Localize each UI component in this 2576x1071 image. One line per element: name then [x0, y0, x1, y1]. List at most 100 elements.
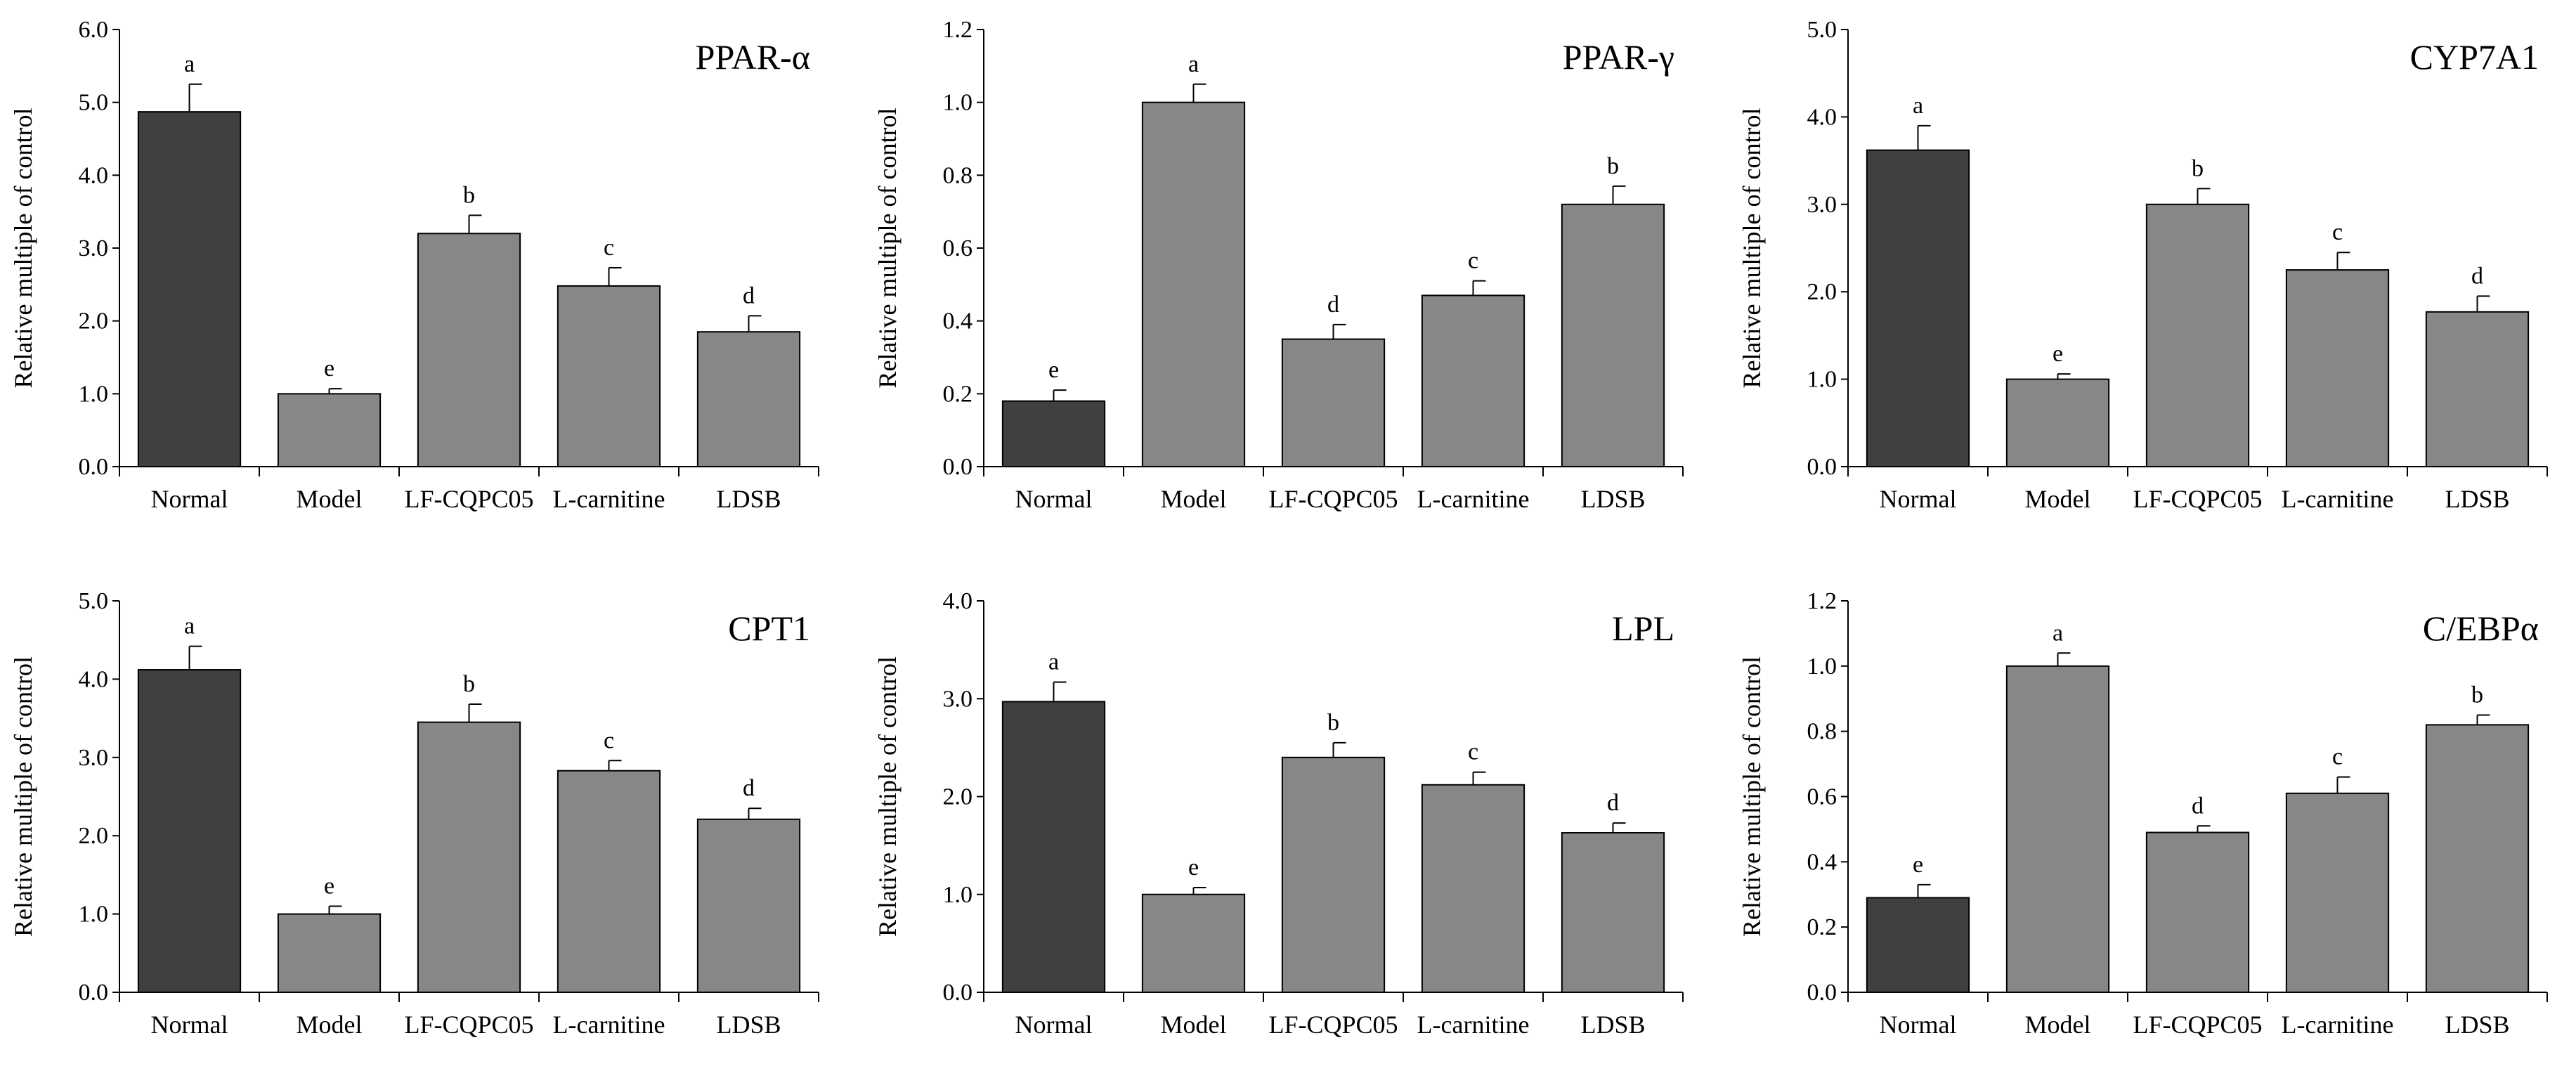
y-tick-label: 1.2	[1807, 588, 1837, 614]
bar-l-carnitine	[2285, 269, 2390, 467]
x-category-label: Normal	[151, 1011, 228, 1039]
bar-lf-cqpc05	[1281, 338, 1386, 468]
bar-ldsb	[2425, 724, 2530, 993]
y-tick-label: 1.0	[79, 381, 109, 407]
bar-normal	[1001, 701, 1106, 993]
chart-panel-6: 0.0 0.2 0.4 0.6 0.8 1.0 1.2 e Normal a Model d LF-CQ…	[1738, 588, 2548, 1039]
x-category-label: LF-CQPC05	[1268, 485, 1398, 513]
y-tick-label: 1.0	[79, 902, 109, 928]
x-category-label: Model	[297, 485, 363, 513]
significance-letter: a	[1048, 649, 1059, 675]
significance-letter: a	[2053, 620, 2063, 646]
x-category-label: LDSB	[2445, 1011, 2509, 1039]
y-axis-label: Relative multiple of control	[873, 656, 902, 937]
bar-l-carnitine	[2285, 792, 2390, 993]
bar-lf-cqpc05	[2145, 203, 2250, 467]
y-tick-label: 4.0	[943, 588, 973, 614]
significance-letter: b	[463, 671, 475, 697]
bar-normal	[137, 111, 242, 467]
y-tick-label: 1.0	[943, 882, 973, 908]
y-tick-label: 0.0	[79, 980, 109, 1006]
x-category-label: LDSB	[1580, 485, 1645, 513]
significance-letter: c	[2332, 744, 2343, 770]
bar-l-carnitine	[557, 285, 661, 467]
y-tick-label: 3.0	[79, 235, 109, 261]
y-tick-label: 2.0	[79, 309, 109, 335]
x-category-label: L-carnitine	[1417, 1011, 1530, 1039]
x-category-label: Model	[1161, 1011, 1227, 1039]
x-category-label: Model	[297, 1011, 363, 1039]
bar-lf-cqpc05	[417, 233, 521, 467]
bar-model	[1141, 101, 1246, 467]
significance-letter: e	[1913, 852, 1923, 878]
y-tick-label: 6.0	[79, 17, 109, 43]
x-category-label: Normal	[1015, 1011, 1093, 1039]
bar-model	[2005, 665, 2110, 993]
chart-panel-5: 0.0 1.0 2.0 3.0 4.0 a Normal e Model b LF-CQPC05 c L…	[873, 588, 1684, 1039]
x-category-label: Normal	[1015, 485, 1093, 513]
significance-letter: d	[1607, 790, 1619, 816]
significance-letter: c	[1468, 739, 1478, 765]
panel-title: CYP7A1	[2410, 37, 2539, 77]
x-category-label: Normal	[1880, 1011, 1957, 1039]
x-category-label: L-carnitine	[1417, 485, 1530, 513]
x-category-label: Normal	[151, 485, 228, 513]
y-axis-label: Relative multiple of control	[1738, 108, 1766, 389]
x-category-label: LDSB	[716, 485, 781, 513]
significance-letter: c	[1468, 248, 1478, 274]
bar-ldsb	[1561, 203, 1665, 467]
y-axis-label: Relative multiple of control	[9, 656, 37, 937]
significance-letter: e	[1048, 357, 1059, 383]
significance-letter: c	[604, 235, 614, 261]
significance-letter: c	[604, 727, 614, 753]
significance-letter: b	[2192, 155, 2204, 181]
x-category-label: LF-CQPC05	[404, 1011, 533, 1039]
bar-normal	[137, 669, 242, 993]
significance-letter: d	[1327, 292, 1339, 318]
x-category-label: LF-CQPC05	[404, 485, 533, 513]
y-tick-label: 0.8	[1807, 719, 1837, 745]
significance-letter: a	[184, 614, 195, 640]
bar-model	[1141, 893, 1246, 993]
y-axis-label: Relative multiple of control	[1738, 656, 1766, 937]
y-tick-label: 0.0	[943, 980, 973, 1006]
x-category-label: LDSB	[716, 1011, 781, 1039]
chart-panel-3: 0.0 1.0 2.0 3.0 4.0 5.0 a Normal e Model b LF-CQPC0…	[1738, 17, 2548, 513]
x-category-label: LF-CQPC05	[1268, 1011, 1398, 1039]
bar-lf-cqpc05	[1281, 756, 1386, 994]
chart-panel-2: 0.0 0.2 0.4 0.6 0.8 1.0 1.2 e Normal a Model d LF-CQ…	[873, 17, 1684, 513]
x-category-label: LF-CQPC05	[2133, 1011, 2262, 1039]
y-tick-label: 4.0	[79, 162, 109, 188]
significance-letter: e	[1188, 855, 1199, 881]
bar-lf-cqpc05	[417, 721, 521, 994]
y-tick-label: 0.6	[943, 235, 973, 261]
panel-title: PPAR-γ	[1563, 37, 1674, 77]
significance-letter: c	[2332, 219, 2343, 245]
y-tick-label: 0.0	[1807, 980, 1837, 1006]
y-tick-label: 2.0	[79, 823, 109, 849]
y-tick-label: 5.0	[1807, 17, 1837, 43]
y-tick-label: 0.2	[1807, 914, 1837, 940]
y-tick-label: 0.0	[1807, 454, 1837, 480]
bar-normal	[1866, 897, 1970, 994]
bar-ldsb	[696, 331, 801, 468]
y-tick-label: 0.2	[943, 381, 973, 407]
significance-letter: e	[2053, 341, 2063, 367]
y-tick-label: 1.0	[943, 90, 973, 116]
significance-letter: d	[2471, 263, 2483, 289]
x-category-label: L-carnitine	[553, 485, 665, 513]
bar-ldsb	[1561, 832, 1665, 993]
bar-ldsb	[2425, 311, 2530, 468]
y-tick-label: 0.4	[1807, 849, 1837, 875]
y-tick-label: 5.0	[79, 588, 109, 614]
panel-title: C/EBPα	[2423, 609, 2539, 648]
significance-letter: d	[743, 775, 755, 801]
bar-model	[277, 913, 382, 993]
significance-letter: b	[463, 182, 475, 208]
y-tick-label: 4.0	[79, 666, 109, 692]
x-category-label: L-carnitine	[2282, 1011, 2394, 1039]
y-tick-label: 1.0	[1807, 654, 1837, 680]
x-category-label: LF-CQPC05	[2133, 485, 2262, 513]
x-category-label: Normal	[1880, 485, 1957, 513]
bar-l-carnitine	[557, 770, 661, 994]
